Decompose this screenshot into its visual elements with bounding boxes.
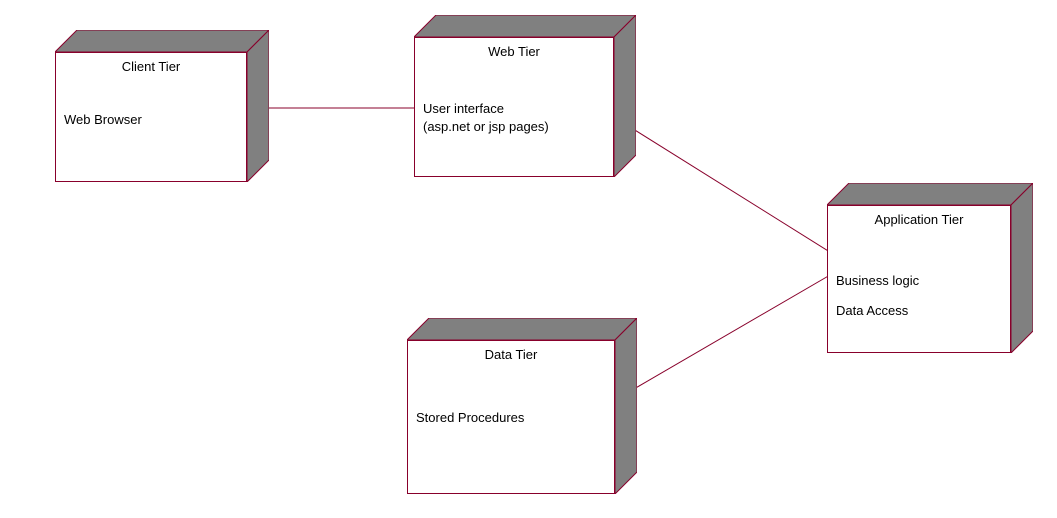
- node-web-face: Web Tier User interface (asp.net or jsp pa…: [414, 37, 614, 177]
- node-web: Web Tier User interface (asp.net or jsp pa…: [414, 15, 636, 177]
- diagram-canvas: Client Tier Web Browser Web Tier User inter…: [0, 0, 1057, 518]
- edge-data-app: [615, 264, 849, 400]
- node-app: Application Tier Business logic Data Acces…: [827, 183, 1033, 353]
- node-data: Data Tier Stored Procedures: [407, 318, 637, 494]
- node-data-line-0: Stored Procedures: [416, 410, 524, 425]
- node-client-face: Client Tier Web Browser: [55, 52, 247, 182]
- node-web-line-0: User interface: [423, 101, 504, 116]
- node-client-title: Client Tier: [56, 59, 246, 74]
- node-data-face: Data Tier Stored Procedures: [407, 340, 615, 494]
- node-app-line-2: Data Access: [836, 303, 908, 318]
- node-client: Client Tier Web Browser: [55, 30, 269, 182]
- node-app-face: Application Tier Business logic Data Acces…: [827, 205, 1011, 353]
- node-app-line-0: Business logic: [836, 273, 919, 288]
- edge-web-app: [614, 117, 849, 264]
- node-web-line-1: (asp.net or jsp pages): [423, 119, 549, 134]
- node-data-title: Data Tier: [408, 347, 614, 362]
- node-web-title: Web Tier: [415, 44, 613, 59]
- node-app-title: Application Tier: [828, 212, 1010, 227]
- node-client-line-0: Web Browser: [64, 112, 142, 127]
